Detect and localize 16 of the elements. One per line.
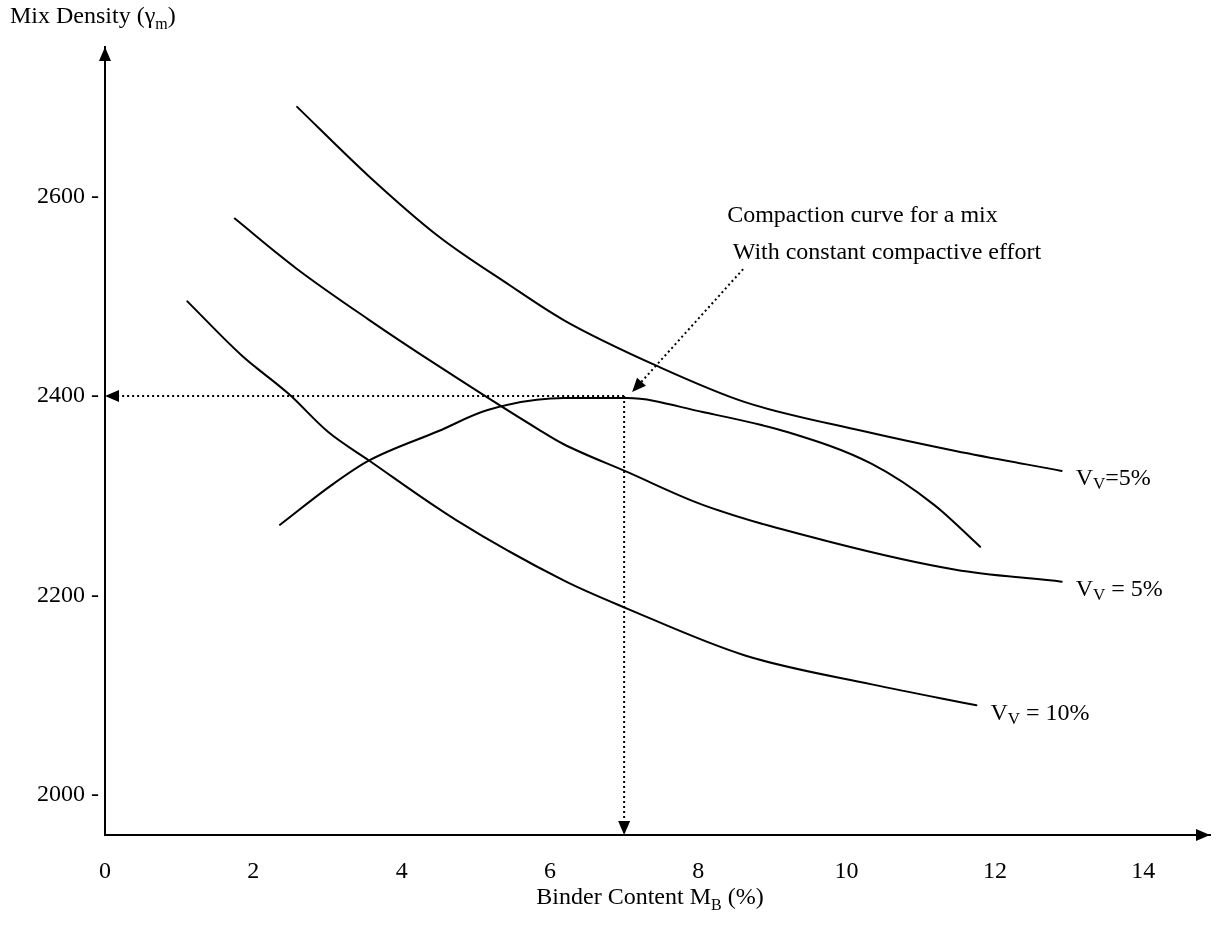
y-tick-label: 2400 - <box>37 381 99 408</box>
annotation: Compaction curve for a mix With constant compactive effort <box>727 201 1042 265</box>
y-axis-title: Mix Density (γ$_{m}$) <box>10 2 176 33</box>
x-tick-label: 10 <box>834 856 859 883</box>
x-tick-label: 0 <box>99 856 111 883</box>
y-tick-label: 2600 - <box>37 181 99 208</box>
x-tick-label: 8 <box>692 856 705 883</box>
x-tick-label: 2 <box>247 856 260 883</box>
x-tick-label: 14 <box>1131 856 1156 883</box>
x-tick-label: 6 <box>543 856 556 883</box>
line-series <box>296 105 1063 472</box>
y-tick-label: 2200 - <box>37 580 99 607</box>
x-tick-label: 4 <box>395 856 408 883</box>
x-axis-title: Binder Content M$_{B}$ (%) <box>535 883 765 914</box>
y-tick-label: 2000 - <box>37 780 99 807</box>
x-tick-label: 12 <box>982 856 1007 883</box>
